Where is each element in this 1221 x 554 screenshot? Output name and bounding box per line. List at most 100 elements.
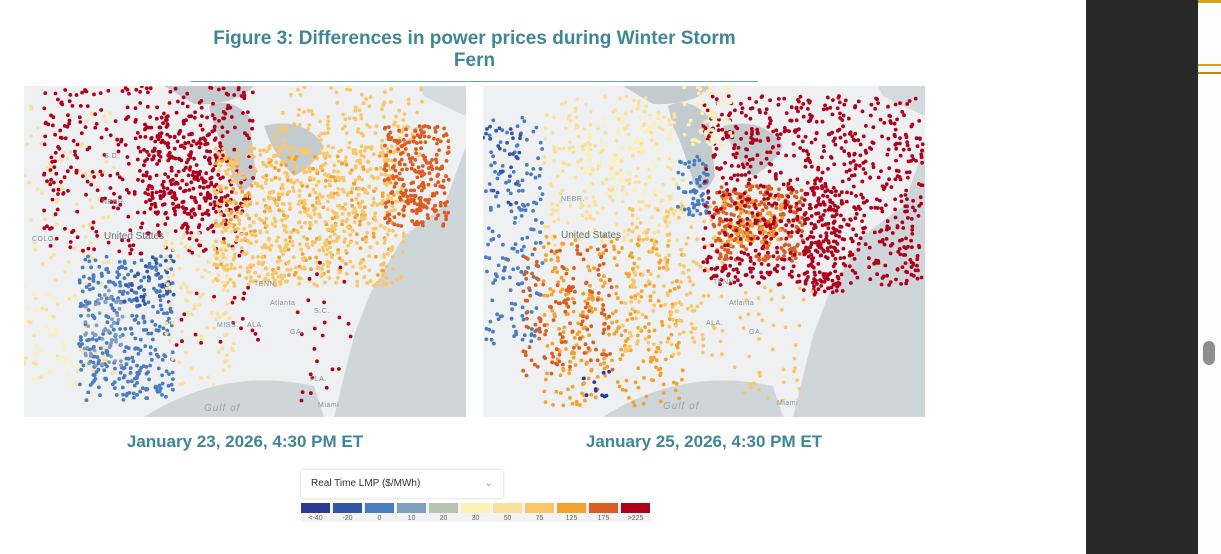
price-node-dot — [878, 229, 882, 234]
price-node-dot — [279, 249, 284, 253]
price-node-dot — [110, 317, 114, 321]
price-node-dot — [691, 196, 696, 201]
price-node-dot — [305, 237, 309, 241]
price-node-dot — [839, 213, 843, 218]
price-node-dot — [358, 205, 362, 209]
price-node-dot — [234, 158, 239, 163]
price-node-dot — [568, 118, 573, 123]
price-node-dot — [221, 218, 226, 223]
price-node-dot — [861, 230, 866, 235]
price-node-dot — [226, 220, 231, 225]
price-node-dot — [753, 218, 758, 223]
price-node-dot — [211, 229, 216, 234]
price-node-dot — [343, 237, 347, 242]
price-node-dot — [488, 137, 493, 141]
price-node-dot — [174, 110, 179, 115]
price-node-dot — [83, 125, 88, 129]
price-node-dot — [32, 291, 37, 296]
price-node-dot — [307, 276, 312, 281]
price-node-dot — [799, 105, 804, 110]
price-node-dot — [561, 278, 566, 283]
price-node-dot — [779, 246, 784, 250]
price-node-dot — [803, 221, 807, 226]
price-node-dot — [148, 115, 152, 119]
price-node-dot — [220, 230, 225, 234]
price-node-dot — [287, 273, 291, 277]
price-node-dot — [663, 302, 668, 307]
price-node-dot — [152, 146, 157, 151]
price-node-dot — [650, 138, 654, 142]
price-node-dot — [847, 168, 852, 173]
price-node-dot — [325, 122, 330, 127]
price-node-dot — [113, 200, 117, 204]
price-node-dot — [552, 219, 556, 224]
price-node-dot — [747, 170, 751, 175]
price-node-dot — [101, 169, 106, 174]
price-node-dot — [610, 367, 615, 372]
price-node-dot — [736, 240, 740, 244]
price-node-dot — [161, 326, 166, 331]
price-node-dot — [898, 136, 902, 140]
price-node-dot — [45, 224, 49, 229]
price-node-dot — [839, 272, 844, 277]
price-node-dot — [81, 174, 85, 178]
price-node-dot — [170, 241, 174, 246]
price-node-dot — [43, 292, 48, 296]
price-node-dot — [359, 144, 364, 149]
price-node-dot — [302, 265, 306, 270]
price-node-dot — [494, 194, 498, 199]
price-node-dot — [109, 337, 114, 342]
price-node-dot — [326, 115, 331, 119]
price-node-dot — [310, 112, 315, 117]
price-node-dot — [544, 329, 548, 333]
price-node-dot — [762, 192, 766, 197]
price-node-dot — [918, 137, 922, 141]
price-node-dot — [609, 170, 614, 175]
price-node-dot — [557, 327, 561, 331]
price-node-dot — [79, 314, 83, 318]
price-node-dot — [170, 370, 175, 375]
price-node-dot — [769, 162, 774, 167]
price-node-dot — [397, 129, 401, 133]
price-node-dot — [88, 383, 93, 387]
price-node-dot — [430, 158, 434, 162]
price-node-dot — [804, 149, 809, 153]
price-node-dot — [658, 189, 663, 194]
price-node-dot — [109, 324, 114, 329]
price-node-dot — [614, 329, 619, 334]
price-node-dot — [872, 261, 876, 266]
price-node-dot — [48, 182, 53, 187]
price-node-dot — [248, 241, 253, 246]
price-node-dot — [864, 124, 868, 128]
price-node-dot — [565, 267, 569, 272]
price-node-dot — [116, 206, 120, 211]
price-node-dot — [442, 191, 447, 195]
price-node-dot — [265, 230, 269, 235]
price-node-dot — [135, 131, 140, 135]
price-node-dot — [142, 210, 147, 215]
price-node-dot — [595, 211, 600, 215]
price-node-dot — [665, 224, 670, 229]
price-node-dot — [676, 351, 681, 356]
price-node-dot — [629, 300, 634, 304]
price-node-dot — [153, 204, 158, 209]
price-node-dot — [344, 262, 348, 266]
price-node-dot — [557, 352, 562, 357]
price-node-dot — [336, 159, 341, 164]
price-node-dot — [658, 121, 663, 125]
price-node-dot — [741, 234, 746, 239]
price-node-dot — [429, 164, 434, 169]
price-node-dot — [786, 230, 791, 235]
price-node-dot — [43, 324, 47, 329]
price-node-dot — [218, 339, 223, 344]
price-node-dot — [316, 200, 321, 205]
price-node-dot — [386, 252, 390, 256]
price-node-dot — [173, 86, 178, 91]
price-node-dot — [343, 249, 348, 253]
price-node-dot — [669, 310, 674, 314]
price-node-dot — [863, 242, 868, 247]
price-node-dot — [587, 157, 592, 162]
price-node-dot — [665, 165, 670, 169]
price-node-dot — [728, 281, 733, 286]
price-node-dot — [204, 141, 209, 146]
